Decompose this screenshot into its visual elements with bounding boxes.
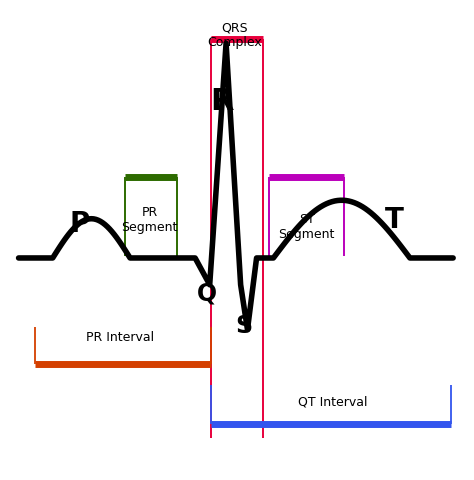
Text: PR
Segment: PR Segment bbox=[121, 205, 178, 233]
Text: T: T bbox=[384, 205, 403, 233]
Text: QT Interval: QT Interval bbox=[298, 395, 367, 408]
Text: S: S bbox=[235, 313, 252, 337]
Text: Q: Q bbox=[197, 281, 218, 305]
Text: P: P bbox=[70, 210, 90, 238]
Text: R: R bbox=[210, 87, 234, 116]
Text: QRS
Complex: QRS Complex bbox=[207, 21, 262, 49]
Text: PR Interval: PR Interval bbox=[86, 330, 154, 343]
Text: ST
Segment: ST Segment bbox=[278, 212, 335, 240]
